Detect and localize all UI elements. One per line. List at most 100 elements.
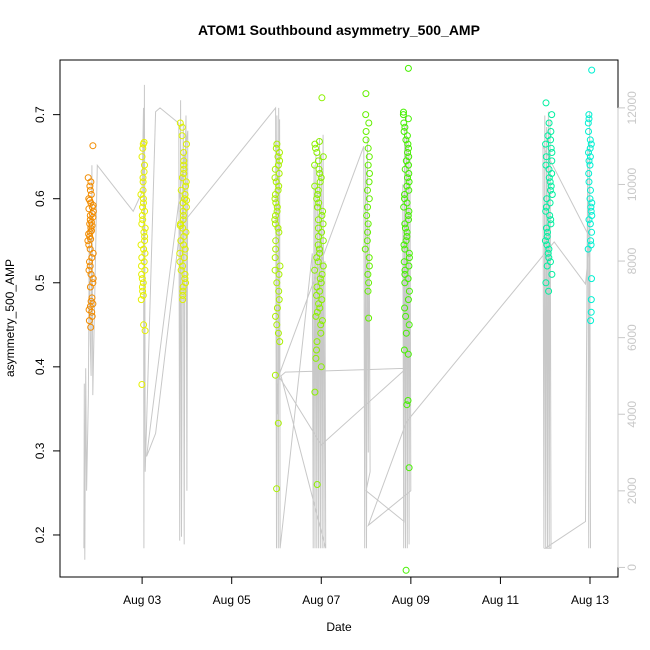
data-point xyxy=(275,182,283,190)
data-point xyxy=(176,249,184,257)
data-point xyxy=(404,296,412,304)
data-point xyxy=(313,195,321,203)
data-point xyxy=(319,262,327,270)
series-2 xyxy=(176,119,191,304)
data-point xyxy=(139,144,147,152)
y-tick-label: 0.5 xyxy=(33,274,47,291)
data-point xyxy=(544,228,551,236)
data-point xyxy=(586,136,594,144)
data-point xyxy=(271,195,279,203)
data-point xyxy=(313,481,321,488)
data-point xyxy=(137,296,145,304)
data-point xyxy=(319,207,327,215)
data-point xyxy=(139,287,147,295)
data-point xyxy=(275,170,283,177)
data-point xyxy=(400,128,408,135)
data-point xyxy=(182,182,190,190)
data-point xyxy=(141,233,149,240)
data-point xyxy=(405,161,412,169)
data-point xyxy=(404,275,412,283)
data-point xyxy=(404,115,412,123)
data-point xyxy=(315,233,322,240)
data-point xyxy=(86,283,94,291)
data-point xyxy=(543,233,551,240)
data-point xyxy=(363,237,371,245)
data-point xyxy=(138,153,146,161)
data-point xyxy=(178,174,186,182)
data-point xyxy=(179,207,187,215)
data-point xyxy=(88,203,96,211)
data-point xyxy=(271,174,279,182)
data-point xyxy=(86,186,94,194)
data-point xyxy=(317,363,325,371)
data-point xyxy=(314,186,322,194)
overlay-series-line xyxy=(83,84,591,560)
data-point xyxy=(85,241,93,249)
data-point xyxy=(404,174,411,182)
data-point xyxy=(178,123,186,131)
data-point xyxy=(139,291,147,299)
data-point xyxy=(587,203,595,211)
data-point xyxy=(405,254,413,262)
data-point xyxy=(179,291,187,299)
data-point xyxy=(363,212,371,219)
data-point xyxy=(141,207,149,215)
data-point xyxy=(272,237,280,245)
data-point xyxy=(364,161,372,169)
data-point xyxy=(313,291,320,299)
data-point xyxy=(273,321,281,329)
data-point xyxy=(402,237,410,245)
data-point xyxy=(88,254,96,262)
data-point xyxy=(315,300,323,308)
data-point xyxy=(547,220,555,228)
data-point xyxy=(364,220,372,228)
data-point xyxy=(180,241,188,249)
data-point xyxy=(179,296,187,304)
data-point xyxy=(587,317,595,325)
data-point xyxy=(312,144,319,152)
data-point xyxy=(179,224,187,232)
data-point xyxy=(139,174,147,182)
data-point xyxy=(400,241,408,249)
data-point xyxy=(138,381,146,388)
x-axis-label: Date xyxy=(326,620,352,634)
data-point xyxy=(403,233,411,240)
data-point xyxy=(177,266,185,274)
data-point xyxy=(545,245,553,253)
chart-title: ATOM1 Southbound asymmetry_500_AMP xyxy=(198,22,480,38)
data-point xyxy=(402,312,410,320)
data-point xyxy=(400,258,408,266)
data-point xyxy=(542,279,550,287)
series-5 xyxy=(361,90,373,322)
x-tick-label: Aug 11 xyxy=(482,593,519,607)
data-point xyxy=(543,195,551,203)
data-point xyxy=(311,266,319,274)
data-point xyxy=(272,245,280,253)
data-point xyxy=(318,270,326,278)
data-point xyxy=(548,111,556,119)
data-point xyxy=(139,216,147,224)
data-point xyxy=(401,304,409,312)
series-8 xyxy=(584,66,596,325)
data-point xyxy=(587,296,595,304)
data-point xyxy=(139,140,147,148)
data-point xyxy=(365,314,373,322)
data-point xyxy=(87,178,95,186)
data-point xyxy=(275,287,283,295)
data-point xyxy=(273,203,281,211)
data-point xyxy=(586,195,594,203)
y-tick-label: 0.6 xyxy=(33,190,47,207)
data-point xyxy=(362,136,370,144)
y2-tick-label: 12000 xyxy=(625,91,639,125)
data-point xyxy=(362,128,370,135)
data-point xyxy=(311,161,319,169)
data-point xyxy=(86,258,93,266)
data-point xyxy=(587,186,594,194)
x-tick-label: Aug 07 xyxy=(302,593,340,607)
data-point xyxy=(180,212,187,219)
data-point xyxy=(542,153,550,161)
data-point xyxy=(401,279,409,287)
data-point xyxy=(403,132,411,140)
data-point xyxy=(403,401,411,409)
data-point xyxy=(401,224,409,232)
